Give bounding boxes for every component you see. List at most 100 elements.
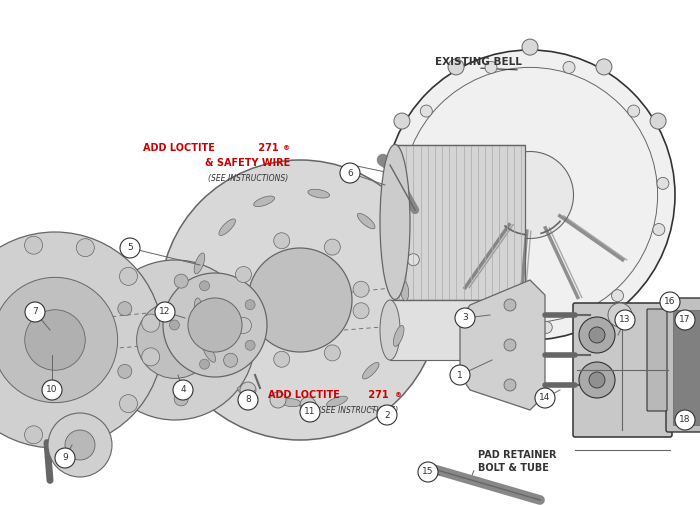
Text: 3: 3 (462, 314, 468, 323)
Circle shape (141, 348, 160, 366)
Circle shape (589, 372, 605, 388)
Text: ®: ® (283, 145, 290, 151)
Ellipse shape (237, 387, 256, 399)
FancyBboxPatch shape (390, 300, 480, 360)
Circle shape (615, 310, 635, 330)
Circle shape (155, 302, 175, 322)
Circle shape (174, 392, 188, 406)
Text: ADD LOCTITE: ADD LOCTITE (143, 143, 215, 153)
Circle shape (248, 248, 352, 352)
Circle shape (324, 345, 340, 361)
Ellipse shape (358, 214, 375, 229)
Circle shape (463, 308, 475, 320)
Circle shape (650, 113, 666, 129)
Circle shape (120, 394, 137, 413)
Circle shape (245, 300, 255, 310)
Ellipse shape (253, 196, 274, 207)
Circle shape (300, 397, 316, 413)
Circle shape (608, 303, 632, 327)
Circle shape (628, 105, 640, 117)
Circle shape (223, 354, 237, 367)
Circle shape (25, 310, 85, 370)
Ellipse shape (363, 363, 379, 379)
Circle shape (420, 105, 433, 117)
Circle shape (95, 260, 255, 420)
Text: 2: 2 (384, 411, 390, 420)
Circle shape (235, 267, 251, 282)
Text: (SEE INSTRUCTIONS): (SEE INSTRUCTIONS) (208, 174, 288, 182)
Circle shape (245, 340, 255, 350)
Circle shape (579, 362, 615, 398)
Circle shape (25, 302, 45, 322)
Circle shape (274, 233, 290, 249)
Circle shape (353, 303, 369, 319)
Circle shape (223, 313, 237, 327)
Circle shape (385, 50, 675, 340)
Circle shape (188, 298, 242, 352)
Circle shape (675, 410, 695, 430)
Ellipse shape (194, 253, 205, 274)
Text: ADD LOCTITE: ADD LOCTITE (268, 390, 340, 400)
Circle shape (353, 281, 369, 297)
Text: 271: 271 (365, 390, 388, 400)
FancyBboxPatch shape (673, 310, 700, 425)
Circle shape (136, 301, 214, 378)
Text: 13: 13 (620, 316, 631, 325)
Circle shape (394, 113, 410, 129)
Circle shape (324, 239, 340, 255)
Ellipse shape (326, 396, 347, 407)
Circle shape (653, 224, 665, 235)
Circle shape (377, 405, 397, 425)
Text: 8: 8 (245, 395, 251, 405)
Circle shape (173, 380, 193, 400)
Circle shape (55, 448, 75, 468)
FancyBboxPatch shape (395, 145, 525, 300)
Circle shape (407, 254, 419, 266)
Circle shape (589, 327, 605, 343)
Text: 5: 5 (127, 243, 133, 252)
Circle shape (596, 59, 612, 75)
Circle shape (120, 238, 140, 258)
Text: 4: 4 (180, 385, 186, 394)
Text: ®: ® (395, 392, 402, 398)
Text: 1: 1 (457, 371, 463, 379)
Text: EXISTING BELL: EXISTING BELL (435, 57, 522, 67)
Circle shape (25, 236, 43, 254)
Text: 7: 7 (32, 308, 38, 317)
Circle shape (174, 274, 188, 288)
Ellipse shape (393, 326, 404, 346)
FancyBboxPatch shape (647, 309, 667, 411)
Circle shape (418, 462, 438, 482)
Circle shape (450, 365, 470, 385)
Text: 11: 11 (304, 408, 316, 417)
Text: PAD RETAINER: PAD RETAINER (478, 450, 556, 460)
Text: 14: 14 (539, 393, 551, 402)
Ellipse shape (202, 343, 216, 362)
Circle shape (76, 239, 94, 257)
Circle shape (504, 379, 516, 391)
Ellipse shape (391, 244, 403, 265)
Circle shape (65, 430, 95, 460)
Circle shape (391, 177, 403, 189)
Circle shape (485, 62, 497, 73)
Circle shape (238, 390, 258, 410)
Circle shape (540, 321, 552, 333)
Circle shape (300, 402, 320, 422)
Ellipse shape (195, 298, 202, 320)
Polygon shape (460, 280, 545, 410)
Circle shape (118, 365, 132, 378)
Circle shape (504, 339, 516, 351)
Text: 17: 17 (679, 316, 691, 325)
Circle shape (0, 277, 118, 402)
Text: 16: 16 (664, 297, 676, 307)
Circle shape (579, 317, 615, 353)
Text: BOLT & TUBE: BOLT & TUBE (478, 463, 549, 473)
Circle shape (504, 299, 516, 311)
Circle shape (675, 310, 695, 330)
Circle shape (657, 177, 669, 189)
Text: 9: 9 (62, 453, 68, 463)
FancyBboxPatch shape (666, 298, 700, 432)
Circle shape (160, 160, 440, 440)
Ellipse shape (380, 144, 410, 299)
Ellipse shape (308, 189, 330, 198)
